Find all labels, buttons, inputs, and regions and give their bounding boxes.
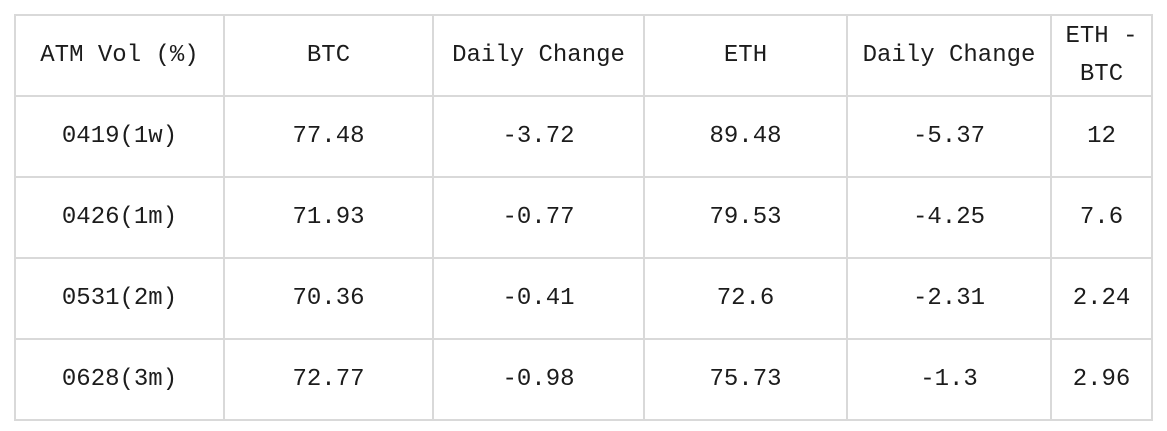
table-cell-btc-change: -0.41 (432, 257, 645, 340)
header-cell-eth-daily-change: Daily Change (846, 14, 1052, 97)
table-cell-expiry: 0628(3m) (14, 338, 225, 421)
table-cell-btc-change: -3.72 (432, 95, 645, 178)
header-row: ATM Vol (%) BTC Daily Change ETH Daily C… (14, 14, 1153, 97)
table-cell-spread: 2.24 (1050, 257, 1153, 340)
table-row: 0628(3m) 72.77 -0.98 75.73 -1.3 2.96 (14, 338, 1153, 421)
table-cell-btc-change: -0.98 (432, 338, 645, 421)
table-cell-btc-vol: 70.36 (223, 257, 434, 340)
header-cell-atm-vol: ATM Vol (%) (14, 14, 225, 97)
header-cell-btc: BTC (223, 14, 434, 97)
table-cell-spread: 2.96 (1050, 338, 1153, 421)
table-cell-expiry: 0426(1m) (14, 176, 225, 259)
header-cell-btc-daily-change: Daily Change (432, 14, 645, 97)
table-cell-btc-vol: 77.48 (223, 95, 434, 178)
header-cell-eth-minus-btc: ETH - BTC (1050, 14, 1153, 97)
table-cell-btc-change: -0.77 (432, 176, 645, 259)
table-cell-eth-vol: 72.6 (643, 257, 848, 340)
table-row: 0419(1w) 77.48 -3.72 89.48 -5.37 12 (14, 95, 1153, 178)
table-cell-eth-change: -5.37 (846, 95, 1052, 178)
table-row: 0531(2m) 70.36 -0.41 72.6 -2.31 2.24 (14, 257, 1153, 340)
table-cell-eth-change: -4.25 (846, 176, 1052, 259)
table-cell-eth-change: -2.31 (846, 257, 1052, 340)
table-cell-btc-vol: 72.77 (223, 338, 434, 421)
atm-vol-table: ATM Vol (%) BTC Daily Change ETH Daily C… (14, 14, 1153, 421)
table-cell-eth-vol: 89.48 (643, 95, 848, 178)
table-cell-btc-vol: 71.93 (223, 176, 434, 259)
table-cell-eth-vol: 79.53 (643, 176, 848, 259)
header-cell-eth: ETH (643, 14, 848, 97)
table-cell-spread: 7.6 (1050, 176, 1153, 259)
table-cell-expiry: 0531(2m) (14, 257, 225, 340)
table-row: 0426(1m) 71.93 -0.77 79.53 -4.25 7.6 (14, 176, 1153, 259)
table-cell-spread: 12 (1050, 95, 1153, 178)
table-cell-eth-change: -1.3 (846, 338, 1052, 421)
table-cell-expiry: 0419(1w) (14, 95, 225, 178)
table-cell-eth-vol: 75.73 (643, 338, 848, 421)
